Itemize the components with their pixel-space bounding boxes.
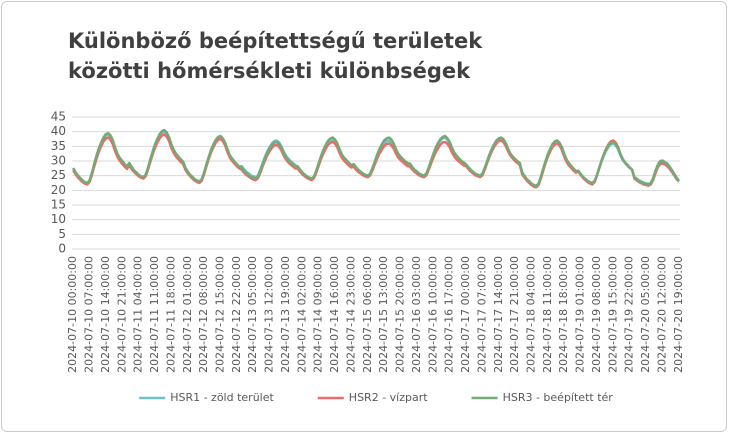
legend-label: HSR3 - beépített tér <box>503 391 614 404</box>
x-tick-label: 2024-07-17 21:00:00 <box>508 256 521 373</box>
x-tick-label: 2024-07-10 21:00:00 <box>115 256 128 373</box>
y-tick-label: 25 <box>51 168 66 182</box>
x-tick-label: 2024-07-20 19:00:00 <box>672 256 685 373</box>
x-tick-label: 2024-07-20 12:00:00 <box>655 256 668 373</box>
x-tick-label: 2024-07-13 19:00:00 <box>279 256 292 373</box>
x-tick-label: 2024-07-18 18:00:00 <box>557 256 570 373</box>
x-tick-label: 2024-07-16 10:00:00 <box>426 256 439 373</box>
y-tick-label: 40 <box>51 124 66 138</box>
x-tick-label: 2024-07-19 15:00:00 <box>606 256 619 373</box>
x-tick-label: 2024-07-10 07:00:00 <box>83 256 96 373</box>
x-tick-label: 2024-07-17 00:00:00 <box>459 256 472 373</box>
y-tick-label: 45 <box>51 110 66 124</box>
series-line <box>72 128 680 188</box>
x-tick-label: 2024-07-12 01:00:00 <box>181 256 194 373</box>
x-tick-label: 2024-07-15 13:00:00 <box>377 256 390 373</box>
y-tick-label: 5 <box>58 227 66 241</box>
x-tick-label: 2024-07-13 05:00:00 <box>246 256 259 373</box>
x-tick-label: 2024-07-12 22:00:00 <box>230 256 243 373</box>
x-tick-label: 2024-07-17 07:00:00 <box>475 256 488 373</box>
x-tick-label: 2024-07-14 02:00:00 <box>295 256 308 373</box>
y-tick-label: 15 <box>51 198 66 212</box>
y-tick-label: 0 <box>58 242 66 256</box>
y-tick-label: 20 <box>51 183 66 197</box>
x-tick-label: 2024-07-19 08:00:00 <box>590 256 603 373</box>
x-tick-label: 2024-07-10 14:00:00 <box>99 256 112 373</box>
legend-item: HSR1 - zöld terület <box>139 391 274 404</box>
x-tick-label: 2024-07-11 11:00:00 <box>148 256 161 373</box>
x-tick-label: 2024-07-15 06:00:00 <box>361 256 374 373</box>
x-tick-label: 2024-07-12 08:00:00 <box>197 256 210 373</box>
x-tick-label: 2024-07-12 15:00:00 <box>213 256 226 373</box>
y-tick-label: 10 <box>51 212 66 226</box>
legend-label: HSR2 - vízpart <box>349 391 428 404</box>
x-tick-label: 2024-07-20 05:00:00 <box>639 256 652 373</box>
x-tick-label: 2024-07-17 14:00:00 <box>492 256 505 373</box>
x-tick-label: 2024-07-15 20:00:00 <box>394 256 407 373</box>
x-tick-label: 2024-07-16 17:00:00 <box>443 256 456 373</box>
legend-item: HSR3 - beépített tér <box>471 391 614 404</box>
x-tick-label: 2024-07-14 09:00:00 <box>312 256 325 373</box>
x-tick-label: 2024-07-19 22:00:00 <box>623 256 636 373</box>
x-tick-label: 2024-07-14 16:00:00 <box>328 256 341 373</box>
x-tick-label: 2024-07-18 11:00:00 <box>541 256 554 373</box>
x-tick-label: 2024-07-13 12:00:00 <box>263 256 276 373</box>
y-tick-label: 35 <box>51 139 66 153</box>
x-tick-label: 2024-07-16 03:00:00 <box>410 256 423 373</box>
x-tick-label: 2024-07-14 23:00:00 <box>344 256 357 373</box>
chart-title: Különböző beépítettségű területek között… <box>68 29 483 83</box>
legend-label: HSR1 - zöld terület <box>170 391 274 404</box>
x-tick-label: 2024-07-11 18:00:00 <box>164 256 177 373</box>
x-tick-label: 2024-07-19 01:00:00 <box>574 256 587 373</box>
legend-item: HSR2 - vízpart <box>317 391 428 404</box>
x-tick-label: 2024-07-10 00:00:00 <box>66 256 79 373</box>
x-tick-label: 2024-07-11 04:00:00 <box>132 256 145 373</box>
x-tick-label: 2024-07-18 04:00:00 <box>525 256 538 373</box>
y-tick-label: 30 <box>51 154 66 168</box>
